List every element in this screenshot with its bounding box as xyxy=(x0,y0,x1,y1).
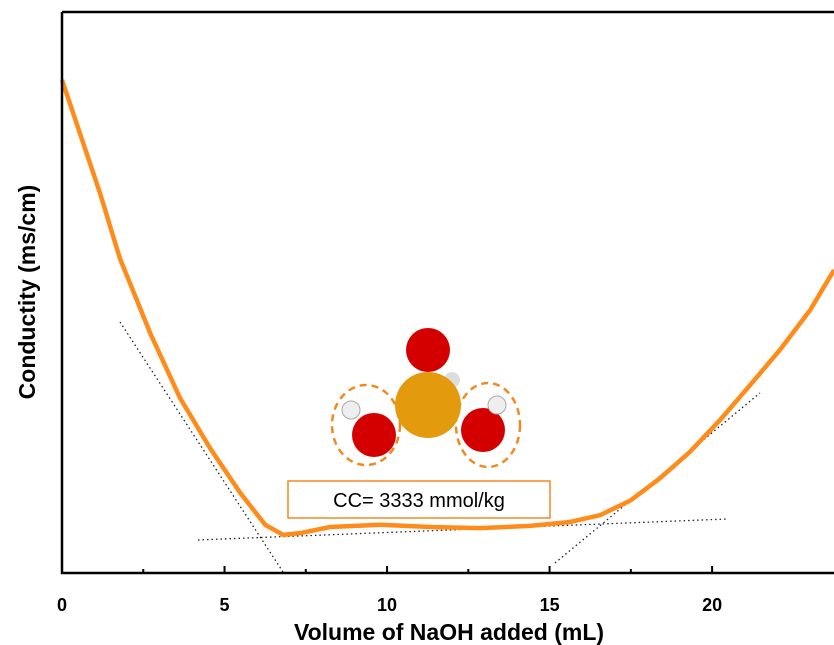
chart: CC= 3333 mmol/kg Volume of NaOH added (m… xyxy=(0,0,834,645)
x-tick-label: 5 xyxy=(220,595,230,615)
atom-o xyxy=(352,413,396,457)
x-tick-label: 15 xyxy=(540,595,560,615)
y-axis-label: Conductity (ms/cm) xyxy=(14,185,40,400)
data-line xyxy=(62,80,834,535)
x-tick-label: 0 xyxy=(57,595,67,615)
x-tick-label: 10 xyxy=(377,595,397,615)
x-tick-label: 20 xyxy=(702,595,722,615)
annotation: CC= 3333 mmol/kg xyxy=(333,490,505,512)
atom-h xyxy=(342,401,360,419)
tangent-line xyxy=(120,322,283,572)
x-axis-label: Volume of NaOH added (mL) xyxy=(294,619,604,645)
atom-h xyxy=(488,396,506,414)
atom-o xyxy=(406,328,450,372)
atom-center xyxy=(395,372,461,438)
molecule xyxy=(332,328,520,467)
atom-o xyxy=(461,408,505,452)
